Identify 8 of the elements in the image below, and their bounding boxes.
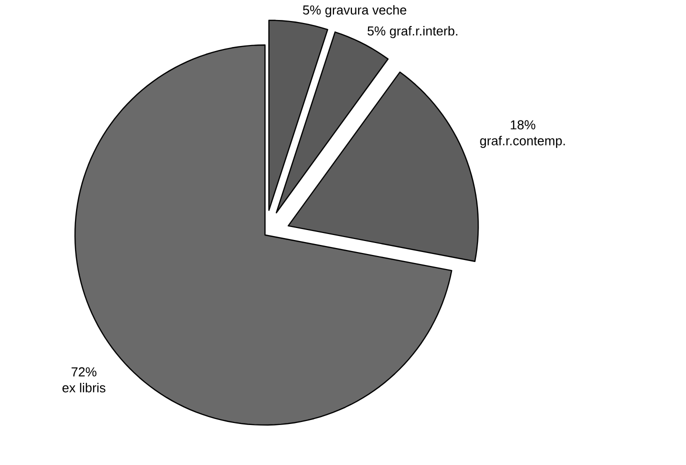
data-label: 5%	[302, 5, 321, 15]
slice-label: graf.r.interb.	[390, 26, 458, 38]
slice-label: graf.r.contemp.	[480, 136, 565, 148]
slice-label: gravura veche	[325, 5, 406, 18]
data-label: 18%	[510, 120, 536, 130]
data-label: 5%	[368, 26, 386, 36]
data-label: 72%	[72, 367, 96, 376]
slice-label: ex libris	[62, 382, 106, 392]
